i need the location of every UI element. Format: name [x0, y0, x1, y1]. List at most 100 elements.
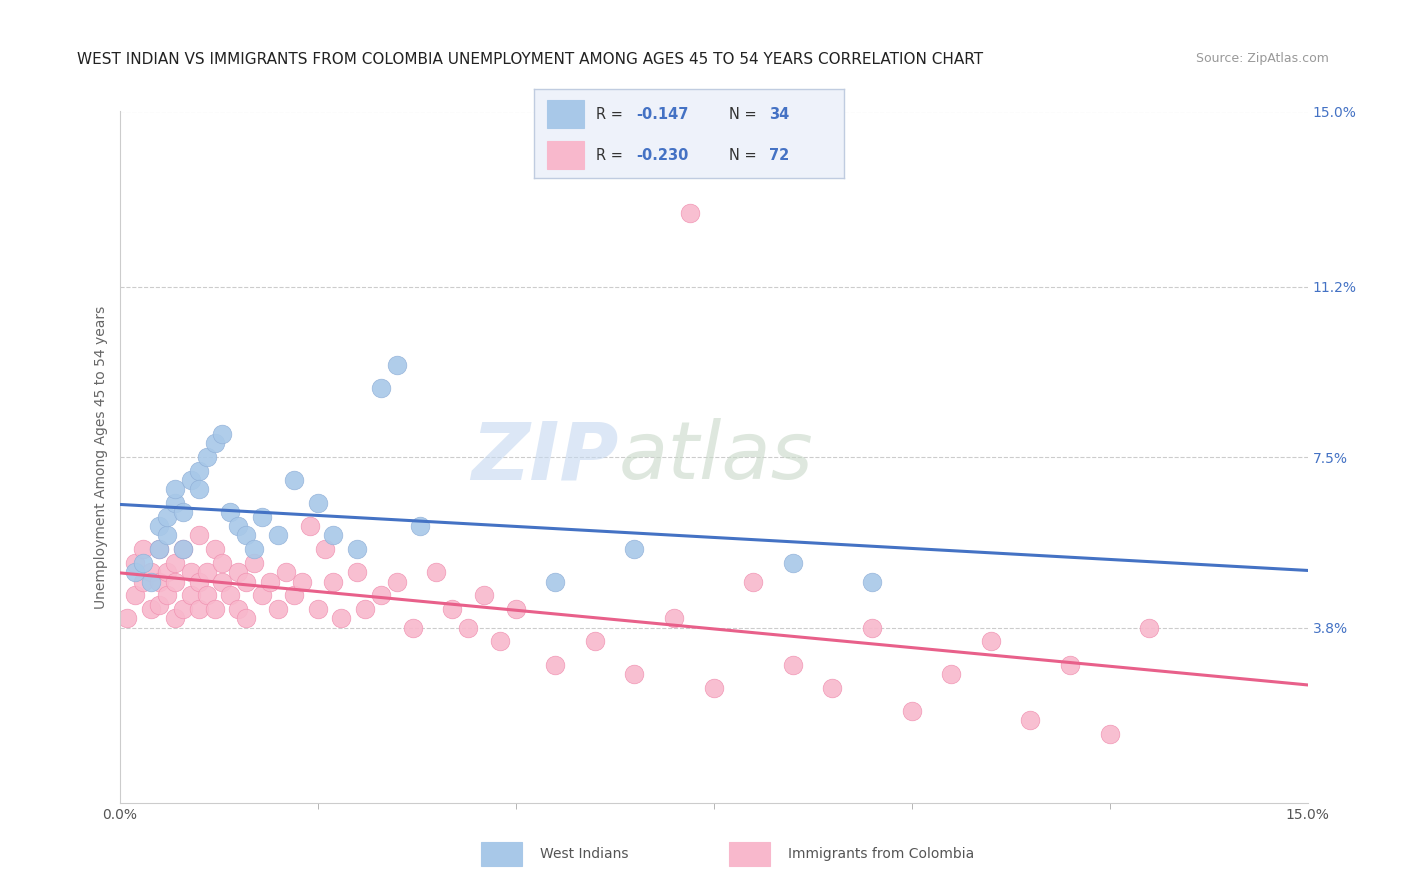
Point — [204, 602, 226, 616]
Point — [488, 634, 510, 648]
Point — [219, 505, 242, 519]
Bar — [728, 842, 770, 866]
Point — [211, 427, 233, 442]
Point — [180, 589, 202, 603]
Point — [141, 566, 163, 580]
Point — [141, 574, 163, 589]
Point — [148, 542, 170, 557]
Point — [283, 589, 305, 603]
Point — [172, 505, 194, 519]
Text: 34: 34 — [769, 107, 790, 121]
Point — [195, 566, 218, 580]
Point — [132, 542, 155, 557]
Text: WEST INDIAN VS IMMIGRANTS FROM COLOMBIA UNEMPLOYMENT AMONG AGES 45 TO 54 YEARS C: WEST INDIAN VS IMMIGRANTS FROM COLOMBIA … — [77, 52, 983, 67]
Point — [583, 634, 606, 648]
Point — [148, 519, 170, 533]
Point — [187, 464, 209, 478]
Point — [211, 556, 233, 570]
Point — [132, 556, 155, 570]
Point — [228, 602, 250, 616]
Point — [250, 589, 273, 603]
Point — [172, 542, 194, 557]
Point — [291, 574, 314, 589]
Point — [172, 602, 194, 616]
Point — [623, 542, 645, 557]
Point — [156, 510, 179, 524]
Point — [211, 574, 233, 589]
Point — [860, 574, 883, 589]
Point — [544, 574, 567, 589]
Point — [163, 496, 186, 510]
Point — [782, 657, 804, 672]
Point — [267, 602, 290, 616]
Point — [330, 611, 353, 625]
Point — [180, 566, 202, 580]
Point — [679, 206, 702, 220]
Bar — [547, 100, 583, 128]
Point — [1059, 657, 1081, 672]
Point — [409, 519, 432, 533]
Point — [163, 483, 186, 497]
Bar — [547, 141, 583, 169]
Point — [259, 574, 281, 589]
Point — [385, 358, 408, 372]
Point — [141, 602, 163, 616]
Text: Source: ZipAtlas.com: Source: ZipAtlas.com — [1195, 52, 1329, 65]
Point — [1019, 713, 1042, 727]
Point — [283, 473, 305, 487]
Point — [307, 496, 329, 510]
Point — [228, 566, 250, 580]
Point — [457, 621, 479, 635]
Point — [195, 589, 218, 603]
Text: ZIP: ZIP — [471, 418, 619, 496]
Point — [322, 528, 344, 542]
Point — [124, 556, 146, 570]
Point — [180, 473, 202, 487]
Point — [401, 621, 423, 635]
Point — [250, 510, 273, 524]
Point — [821, 681, 844, 695]
Point — [132, 574, 155, 589]
Point — [702, 681, 725, 695]
Point — [505, 602, 527, 616]
Point — [370, 381, 392, 395]
Point — [900, 704, 922, 718]
Text: N =: N = — [730, 148, 762, 162]
Point — [307, 602, 329, 616]
Point — [235, 611, 257, 625]
Point — [274, 566, 297, 580]
Point — [148, 598, 170, 612]
Point — [980, 634, 1002, 648]
Point — [148, 574, 170, 589]
Point — [314, 542, 336, 557]
Point — [195, 450, 218, 465]
Point — [187, 602, 209, 616]
Point — [1137, 621, 1160, 635]
Point — [124, 589, 146, 603]
Point — [163, 611, 186, 625]
Point — [742, 574, 765, 589]
Point — [385, 574, 408, 589]
Point — [204, 436, 226, 450]
Point — [187, 574, 209, 589]
Point — [172, 542, 194, 557]
Point — [1098, 726, 1121, 740]
Point — [156, 566, 179, 580]
Text: Immigrants from Colombia: Immigrants from Colombia — [787, 847, 974, 861]
Point — [370, 589, 392, 603]
Point — [441, 602, 464, 616]
Point — [322, 574, 344, 589]
Point — [298, 519, 321, 533]
Point — [243, 556, 266, 570]
Point — [860, 621, 883, 635]
Point — [662, 611, 685, 625]
Point — [187, 483, 209, 497]
Text: West Indians: West Indians — [540, 847, 628, 861]
Point — [346, 566, 368, 580]
Point — [235, 528, 257, 542]
Point — [939, 666, 962, 681]
Point — [148, 542, 170, 557]
Point — [425, 566, 447, 580]
Point — [187, 528, 209, 542]
Point — [346, 542, 368, 557]
